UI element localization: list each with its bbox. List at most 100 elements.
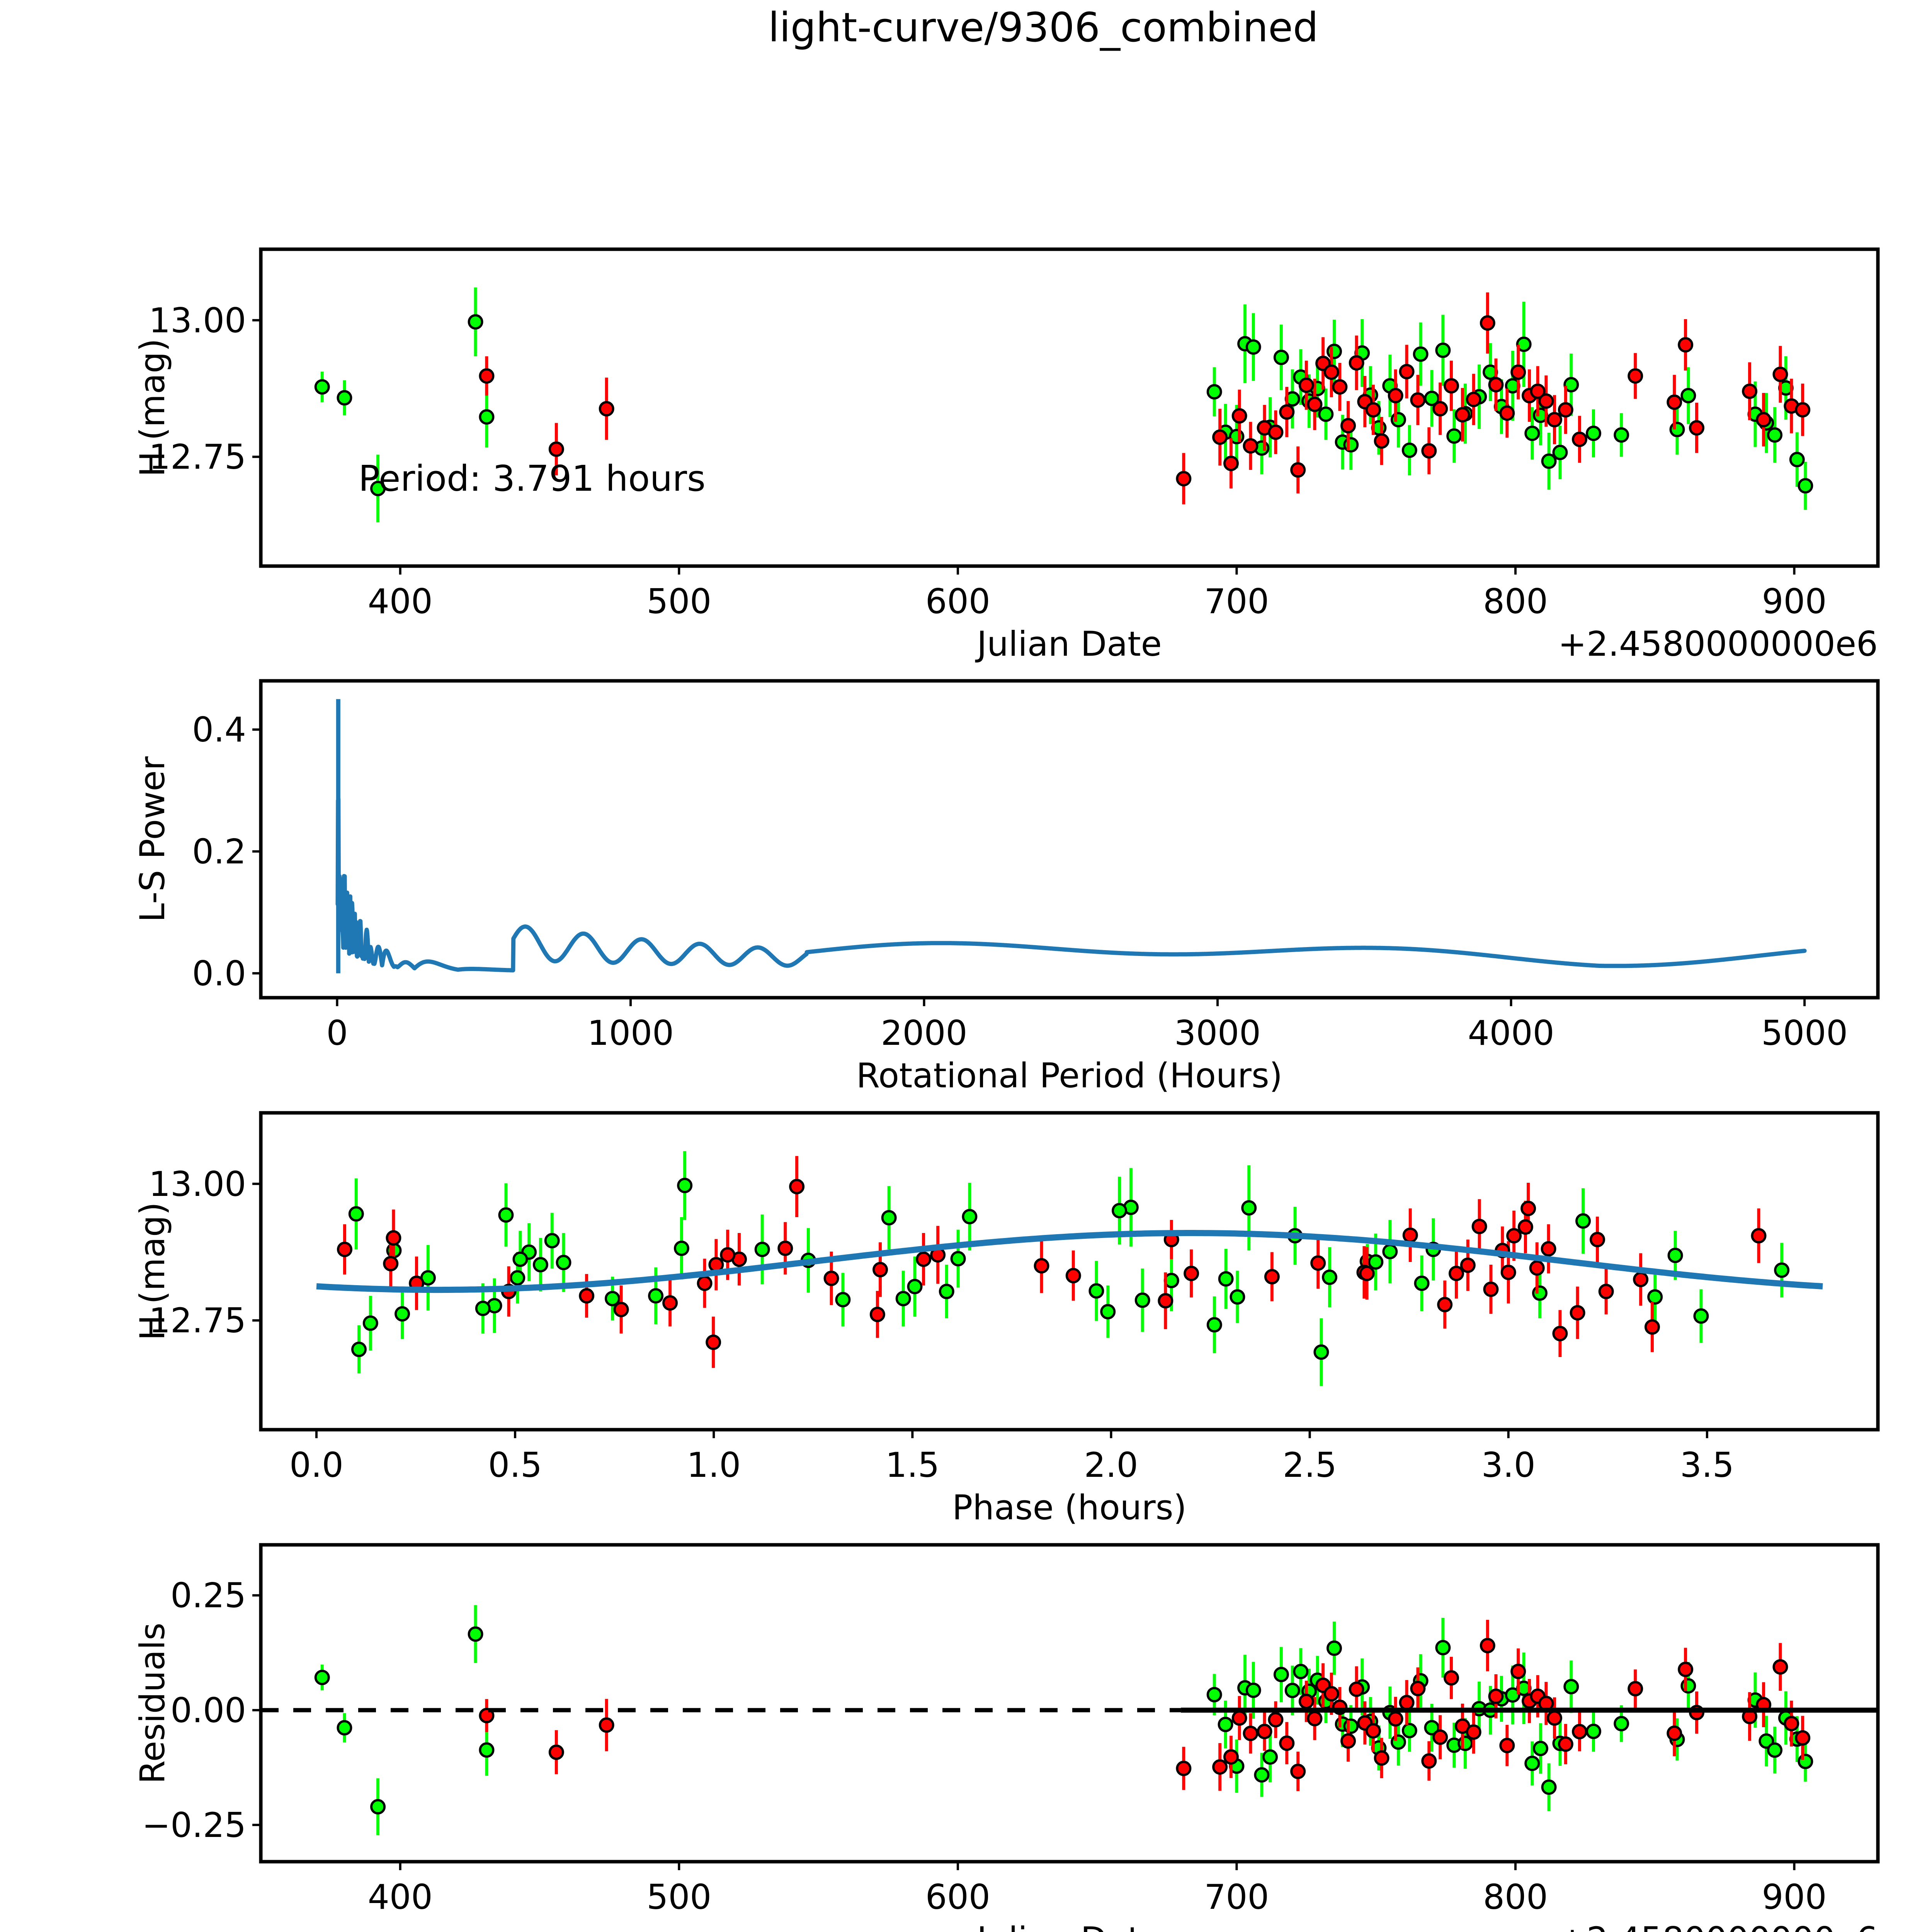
data-point: [1798, 1753, 1813, 1769]
data-point: [532, 1257, 548, 1273]
data-point: [1586, 1723, 1602, 1739]
data-point: [1184, 1265, 1199, 1281]
data-point: [383, 1256, 399, 1272]
data-point: [548, 441, 564, 457]
data-point: [1538, 393, 1554, 409]
data-point: [1268, 424, 1284, 440]
x-tick-label: 2.0: [1084, 1445, 1138, 1485]
data-point: [1628, 1681, 1643, 1697]
y-tick-label: 0.00: [170, 1690, 246, 1730]
data-point: [1290, 1764, 1306, 1779]
data-point: [1590, 1232, 1605, 1247]
data-point: [1483, 1281, 1499, 1297]
data-point: [1424, 1720, 1440, 1736]
periodogram-panel-frame: [259, 679, 1880, 1000]
residuals-data: [314, 1605, 1813, 1835]
data-point: [1772, 366, 1788, 382]
data-point: [1273, 1667, 1289, 1682]
data-point: [1460, 1257, 1476, 1273]
data-point: [1524, 1755, 1540, 1771]
data-point: [1212, 429, 1228, 445]
data-point: [1689, 420, 1704, 436]
data-point: [1323, 364, 1339, 380]
y-tick-label: 12.75: [149, 1301, 246, 1340]
x-tick-label: 500: [646, 582, 711, 621]
data-point: [337, 1720, 352, 1736]
data-point: [1374, 1750, 1389, 1766]
data-point: [1532, 1285, 1548, 1301]
data-point: [1298, 378, 1314, 393]
data-point: [1795, 1730, 1811, 1746]
data-point: [1756, 412, 1772, 428]
y-tick-label: 13.00: [149, 301, 246, 340]
data-point: [1784, 1716, 1799, 1731]
x-tick-label: 600: [925, 1877, 990, 1917]
data-point: [1273, 349, 1289, 365]
data-point: [1767, 1742, 1783, 1758]
sine-fit-curve: [316, 1230, 1823, 1293]
data-point: [962, 1209, 978, 1225]
data-point: [1789, 452, 1805, 468]
data-point: [1500, 1264, 1516, 1280]
data-point: [1558, 402, 1573, 418]
data-point: [1571, 1724, 1587, 1740]
data-point: [872, 1262, 888, 1277]
data-point: [556, 1255, 571, 1270]
x-axis-title: Julian Date: [975, 624, 1162, 664]
x-tick-label: 1.0: [687, 1445, 741, 1485]
lightcurve-data: [314, 287, 1813, 522]
x-tick-label: 3.0: [1481, 1445, 1536, 1485]
data-point: [1390, 412, 1406, 428]
phasefold-panel: 0.0 0.5 1.0 1.5 2.0 2.5 3.0 3.5 12.75 13.00 Phase …: [133, 1111, 1880, 1527]
data-point: [1471, 1219, 1487, 1235]
data-point: [605, 1291, 621, 1306]
data-point: [835, 1292, 851, 1308]
data-point: [1279, 1735, 1295, 1751]
data-point: [1298, 1694, 1314, 1709]
data-point: [544, 1233, 560, 1248]
data-point: [1401, 442, 1417, 458]
data-point: [1644, 1319, 1660, 1335]
periodogram-line: [335, 797, 1807, 973]
data-point: [1245, 339, 1261, 355]
data-point: [1310, 1255, 1326, 1271]
data-point: [1322, 1269, 1338, 1285]
x-tick-label: 3.5: [1680, 1445, 1734, 1485]
x-axis-title: Phase (hours): [952, 1488, 1187, 1527]
data-point: [1134, 1292, 1150, 1308]
data-point: [1510, 364, 1526, 380]
data-point: [1530, 383, 1546, 399]
y-tick-label: 0.25: [170, 1576, 246, 1616]
data-point: [1667, 1248, 1683, 1263]
data-point: [1368, 1254, 1384, 1270]
data-point: [337, 390, 352, 406]
data-point: [1647, 1289, 1663, 1305]
data-point: [362, 1315, 378, 1331]
data-point: [1218, 1716, 1233, 1732]
data-point: [1480, 315, 1495, 331]
data-point: [1432, 401, 1448, 417]
data-point: [1563, 377, 1579, 393]
data-point: [1264, 1269, 1280, 1285]
data-point: [1466, 1724, 1481, 1740]
data-point: [907, 1279, 923, 1294]
data-point: [1206, 1317, 1222, 1333]
data-point: [1751, 1228, 1767, 1244]
lightcurve-panel: Period: 3.791 hours 400 500 600 700 800 900 12.…: [133, 247, 1880, 664]
data-point: [370, 1799, 386, 1815]
data-point: [895, 1291, 911, 1306]
data-point: [1446, 428, 1462, 444]
data-point: [1279, 404, 1295, 420]
data-point: [1243, 1725, 1259, 1741]
data-point: [869, 1306, 885, 1322]
x-axis-title: Rotational Period (Hours): [856, 1056, 1282, 1095]
data-point: [1399, 1695, 1415, 1711]
data-point: [1432, 1729, 1448, 1745]
data-point: [1340, 418, 1356, 434]
data-point: [1254, 1767, 1270, 1783]
x-axis-offset-text: +2.4580000000e6: [1558, 624, 1878, 664]
data-point: [1435, 1640, 1451, 1656]
data-point: [1435, 342, 1451, 358]
